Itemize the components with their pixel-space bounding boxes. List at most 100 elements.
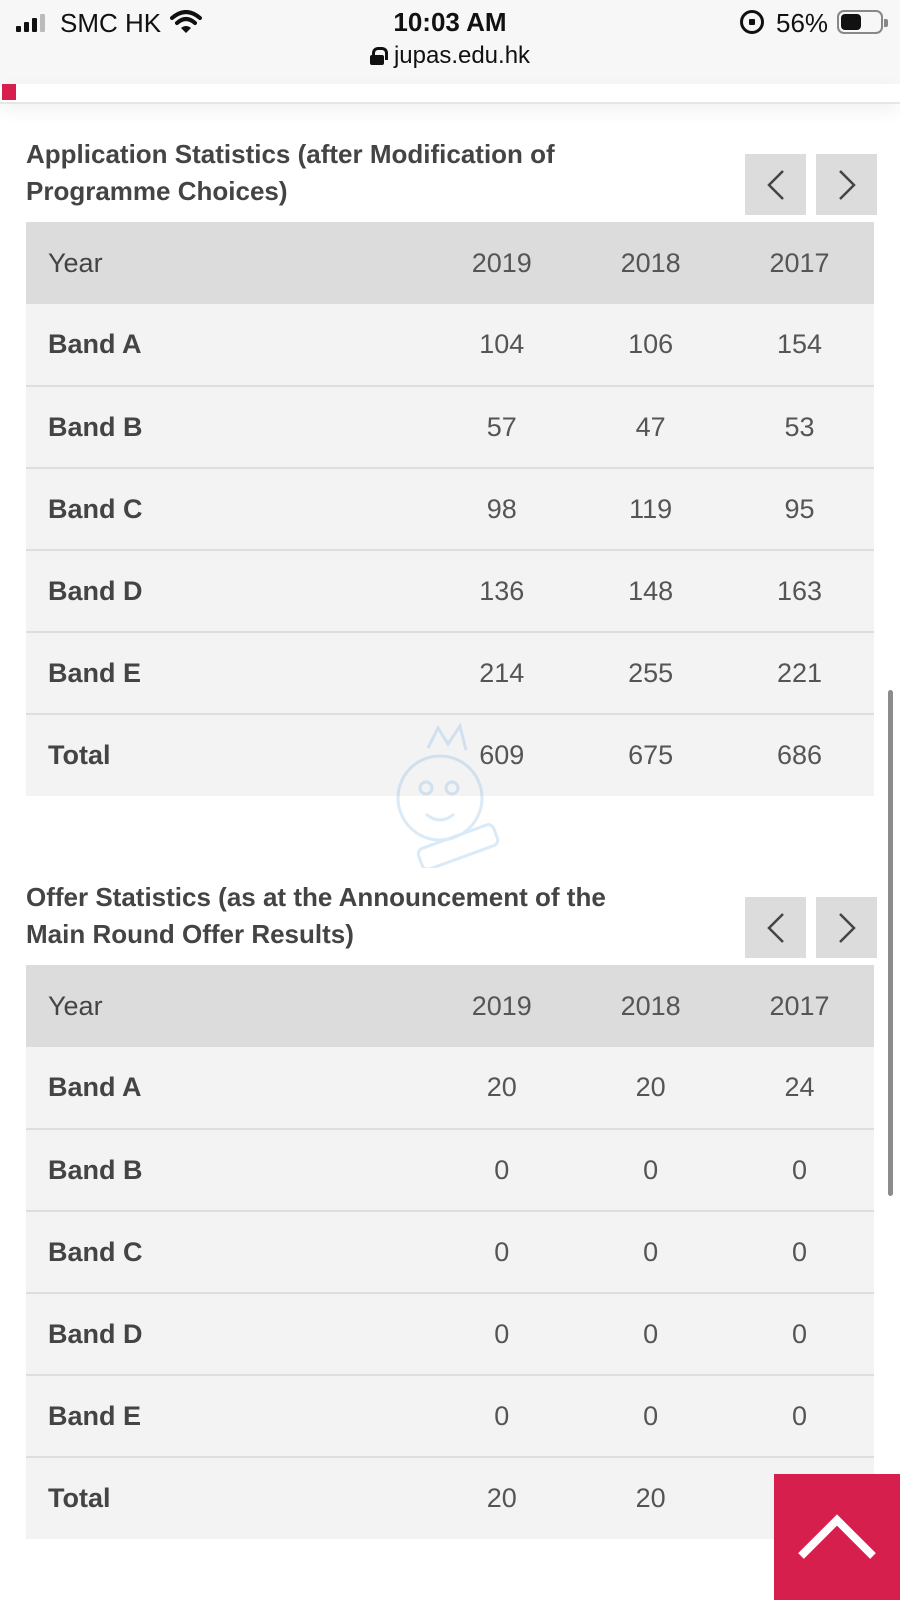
application-stats-table: Year 2019 2018 2017 Band A 104 106 154 B… — [26, 222, 874, 796]
offer-stats-table: Year 2019 2018 2017 Band A 20 20 24 Band… — [26, 965, 874, 1539]
table-header-row: Year 2019 2018 2017 — [26, 222, 874, 304]
table-row: Band B 0 0 0 — [26, 1128, 874, 1211]
table-row: Band A 104 106 154 — [26, 304, 874, 386]
cell-value: 0 — [576, 1128, 726, 1211]
cell-value: 0 — [427, 1292, 577, 1375]
cell-value: 686 — [725, 713, 874, 796]
cell-value: 0 — [427, 1210, 577, 1293]
table-row: Band D 136 148 163 — [26, 549, 874, 632]
table-row: Band A 20 20 24 — [26, 1047, 874, 1129]
header-year-label: Year — [26, 965, 428, 1047]
page-top-strip — [0, 84, 900, 104]
chevron-left-icon — [766, 912, 784, 943]
wifi-icon — [170, 10, 202, 33]
cell-value: 255 — [576, 631, 726, 714]
chevron-right-icon — [838, 912, 856, 943]
cell-value: 214 — [427, 631, 577, 714]
table-row: Band E 0 0 0 — [26, 1374, 874, 1457]
cell-value: 0 — [576, 1374, 726, 1457]
cell-value: 0 — [725, 1210, 874, 1293]
rotation-lock-icon — [740, 10, 764, 34]
scrollbar[interactable] — [888, 690, 893, 1196]
cell-value: 47 — [576, 385, 726, 468]
section-title: Application Statistics (after Modificati… — [26, 139, 555, 206]
table-row: Band D 0 0 0 — [26, 1292, 874, 1375]
header-year: 2019 — [427, 965, 577, 1047]
cell-value: 20 — [576, 1456, 726, 1539]
table-row: Band E 214 255 221 — [26, 631, 874, 714]
cell-value: 0 — [427, 1128, 577, 1211]
table-row: Total 20 20 — [26, 1456, 874, 1539]
header-year: 2018 — [576, 222, 726, 304]
header-year-label: Year — [26, 222, 428, 304]
cell-value: 57 — [427, 385, 577, 468]
status-bar: SMC HK 10:03 AM 56% jupas.edu.hk — [0, 0, 900, 84]
table-header-row: Year 2019 2018 2017 — [26, 965, 874, 1047]
back-to-top-button[interactable] — [774, 1474, 900, 1600]
signal-icon — [16, 14, 45, 32]
cell-value: 0 — [427, 1374, 577, 1457]
cell-value: 0 — [725, 1128, 874, 1211]
lock-icon — [369, 47, 388, 65]
cell-value: 609 — [427, 713, 577, 796]
cell-value: 0 — [576, 1210, 726, 1293]
next-button[interactable] — [816, 897, 877, 958]
cell-value: 53 — [725, 385, 874, 468]
table-row: Band B 57 47 53 — [26, 385, 874, 468]
row-label: Band D — [26, 1292, 428, 1375]
chevron-right-icon — [838, 169, 856, 200]
cell-value: 0 — [725, 1292, 874, 1375]
cell-value: 675 — [576, 713, 726, 796]
header-year: 2018 — [576, 965, 726, 1047]
cell-value: 98 — [427, 467, 577, 550]
cell-value: 221 — [725, 631, 874, 714]
header-year: 2017 — [725, 222, 874, 304]
battery-percent: 56% — [776, 8, 829, 38]
row-label: Band E — [26, 631, 428, 714]
cell-value: 104 — [427, 304, 577, 386]
table-row: Total 609 675 686 — [26, 713, 874, 796]
cell-value: 20 — [576, 1047, 726, 1129]
chevron-left-icon — [766, 169, 784, 200]
cell-value: 154 — [725, 304, 874, 386]
row-label: Band C — [26, 467, 428, 550]
chevron-up-icon — [798, 1514, 876, 1559]
row-label: Band E — [26, 1374, 428, 1457]
header-year: 2019 — [427, 222, 577, 304]
next-button[interactable] — [816, 154, 877, 215]
prev-button[interactable] — [745, 154, 806, 215]
mascot-watermark — [396, 722, 500, 868]
cell-value: 20 — [427, 1456, 577, 1539]
battery-icon — [837, 10, 888, 34]
url-text: jupas.edu.hk — [393, 42, 531, 69]
cell-value: 136 — [427, 549, 577, 632]
row-label: Band D — [26, 549, 428, 632]
cell-value: 106 — [576, 304, 726, 386]
row-label: Band B — [26, 1128, 428, 1211]
row-label: Total — [26, 713, 428, 796]
row-label: Band A — [26, 304, 428, 386]
cell-value: 24 — [725, 1047, 874, 1129]
address-bar[interactable]: jupas.edu.hk — [0, 42, 900, 70]
application-stats-section: Application Statistics (after Modificati… — [26, 136, 877, 796]
carrier-name: SMC HK — [60, 8, 162, 38]
row-label: Band A — [26, 1047, 428, 1129]
cell-value: 0 — [725, 1374, 874, 1457]
cell-value: 119 — [576, 467, 726, 550]
row-label: Total — [26, 1456, 428, 1539]
offer-stats-section: Offer Statistics (as at the Announcement… — [26, 879, 877, 1539]
header-year: 2017 — [725, 965, 874, 1047]
section-title: Offer Statistics (as at the Announcement… — [26, 882, 606, 949]
cell-value: 20 — [427, 1047, 577, 1129]
row-label: Band C — [26, 1210, 428, 1293]
cell-value: 95 — [725, 467, 874, 550]
cell-value: 163 — [725, 549, 874, 632]
cell-value: 0 — [576, 1292, 726, 1375]
table-row: Band C 0 0 0 — [26, 1210, 874, 1293]
row-label: Band B — [26, 385, 428, 468]
accent-mark — [2, 84, 16, 100]
prev-button[interactable] — [745, 897, 806, 958]
table-row: Band C 98 119 95 — [26, 467, 874, 550]
cell-value: 148 — [576, 549, 726, 632]
status-time: 10:03 AM — [393, 7, 507, 37]
